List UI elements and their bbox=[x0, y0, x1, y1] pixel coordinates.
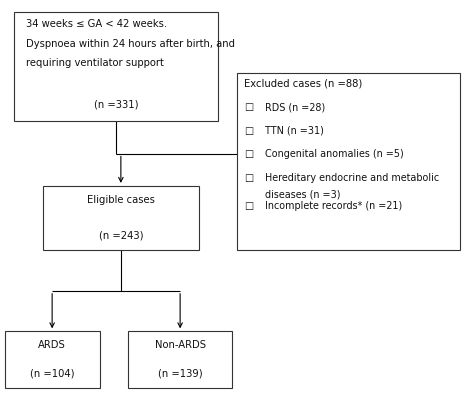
Text: TTN (n =31): TTN (n =31) bbox=[265, 126, 324, 136]
Text: □: □ bbox=[244, 102, 253, 112]
Text: Incomplete records* (n =21): Incomplete records* (n =21) bbox=[265, 201, 403, 211]
Text: (n =139): (n =139) bbox=[158, 369, 202, 379]
Text: □: □ bbox=[244, 173, 253, 183]
Text: Non-ARDS: Non-ARDS bbox=[155, 340, 206, 350]
Text: □: □ bbox=[244, 201, 253, 211]
Text: □: □ bbox=[244, 149, 253, 159]
Bar bbox=[5, 331, 100, 388]
Text: □: □ bbox=[244, 126, 253, 136]
Text: Excluded cases (n =88): Excluded cases (n =88) bbox=[244, 79, 362, 89]
Text: (n =104): (n =104) bbox=[30, 369, 74, 379]
Bar bbox=[237, 73, 460, 250]
Bar bbox=[128, 331, 232, 388]
Text: diseases (n =3): diseases (n =3) bbox=[265, 189, 341, 200]
Text: RDS (n =28): RDS (n =28) bbox=[265, 102, 326, 112]
Text: Congenital anomalies (n =5): Congenital anomalies (n =5) bbox=[265, 149, 404, 159]
Text: 34 weeks ≤ GA < 42 weeks.: 34 weeks ≤ GA < 42 weeks. bbox=[26, 19, 167, 29]
Bar bbox=[43, 186, 199, 250]
Bar bbox=[14, 12, 218, 121]
Text: Hereditary endocrine and metabolic: Hereditary endocrine and metabolic bbox=[265, 173, 439, 183]
Text: ARDS: ARDS bbox=[38, 340, 66, 350]
Text: requiring ventilator support: requiring ventilator support bbox=[26, 58, 164, 68]
Text: (n =243): (n =243) bbox=[99, 231, 143, 241]
Text: Eligible cases: Eligible cases bbox=[87, 195, 155, 205]
Text: Dyspnoea within 24 hours after birth, and: Dyspnoea within 24 hours after birth, an… bbox=[26, 39, 235, 49]
Text: (n =331): (n =331) bbox=[94, 100, 138, 110]
